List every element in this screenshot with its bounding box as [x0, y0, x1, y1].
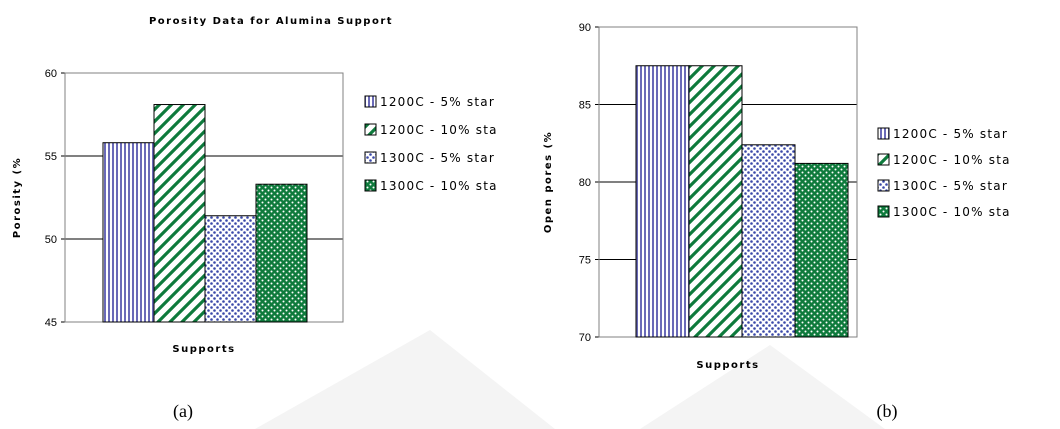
- bar-diagonal-stripes: [688, 65, 743, 338]
- legend-label: 1200C - 10% sta: [893, 153, 1011, 167]
- legend-label: 1200C - 5% star: [380, 95, 495, 109]
- legend-label: 1300C - 10% sta: [893, 205, 1011, 219]
- legend-label: 1200C - 10% sta: [380, 123, 498, 137]
- chart-title: Porosity Data for Alumina Support: [149, 16, 393, 27]
- open-pores-chart: 70 75 80 85 90 Open pores (% Supports 1200C …: [543, 22, 1011, 371]
- caption-b: (b): [877, 401, 898, 422]
- y-tick-labels: 70 75 80 85 90: [579, 22, 591, 344]
- legend-label: 1300C - 5% star: [380, 151, 495, 165]
- y-tick-label: 55: [45, 151, 57, 163]
- legend-swatch: [877, 179, 890, 192]
- y-axis-label: Porosity (%: [12, 157, 23, 238]
- bar-vertical-lines: [102, 142, 155, 323]
- bar-vertical-lines: [635, 65, 690, 338]
- legend-swatch: [877, 153, 890, 166]
- y-tick-labels: 45 50 55 60: [45, 68, 57, 329]
- y-tick-label: 75: [579, 255, 591, 267]
- legend-swatch: [877, 127, 890, 140]
- bar-crosshatch: [255, 183, 308, 323]
- legend-swatch: [364, 95, 377, 108]
- bar-diagonal-stripes: [153, 104, 206, 323]
- legend: 1200C - 5% star 1200C - 10% sta 1300C - 5%…: [877, 127, 1011, 219]
- legend-swatch: [364, 151, 377, 164]
- y-tick-label: 80: [579, 177, 591, 189]
- legend-swatch: [364, 123, 377, 136]
- bar-dots: [204, 215, 257, 323]
- legend: 1200C - 5% star 1200C - 10% sta 1300C - 5%…: [364, 95, 498, 193]
- y-tick-label: 85: [579, 100, 591, 112]
- legend-swatch: [877, 205, 890, 218]
- y-axis-label: Open pores (%: [543, 131, 554, 233]
- y-tick-label: 90: [579, 22, 591, 34]
- legend-label: 1300C - 10% sta: [380, 179, 498, 193]
- y-tick-label: 45: [45, 317, 57, 329]
- porosity-chart: Porosity Data for Alumina Support 45 50 55…: [12, 16, 498, 355]
- x-axis-label: Supports: [696, 360, 759, 371]
- y-tick-label: 70: [579, 332, 591, 344]
- legend-swatch: [364, 179, 377, 192]
- y-tick-label: 50: [45, 234, 57, 246]
- bars: [635, 65, 849, 338]
- x-axis-label: Supports: [172, 344, 235, 355]
- legend-label: 1300C - 5% star: [893, 179, 1008, 193]
- bar-dots: [741, 144, 796, 338]
- bar-crosshatch: [794, 162, 849, 338]
- y-tick-label: 60: [45, 68, 57, 80]
- legend-label: 1200C - 5% star: [893, 127, 1008, 141]
- bars: [102, 104, 308, 323]
- caption-a: (a): [173, 401, 193, 422]
